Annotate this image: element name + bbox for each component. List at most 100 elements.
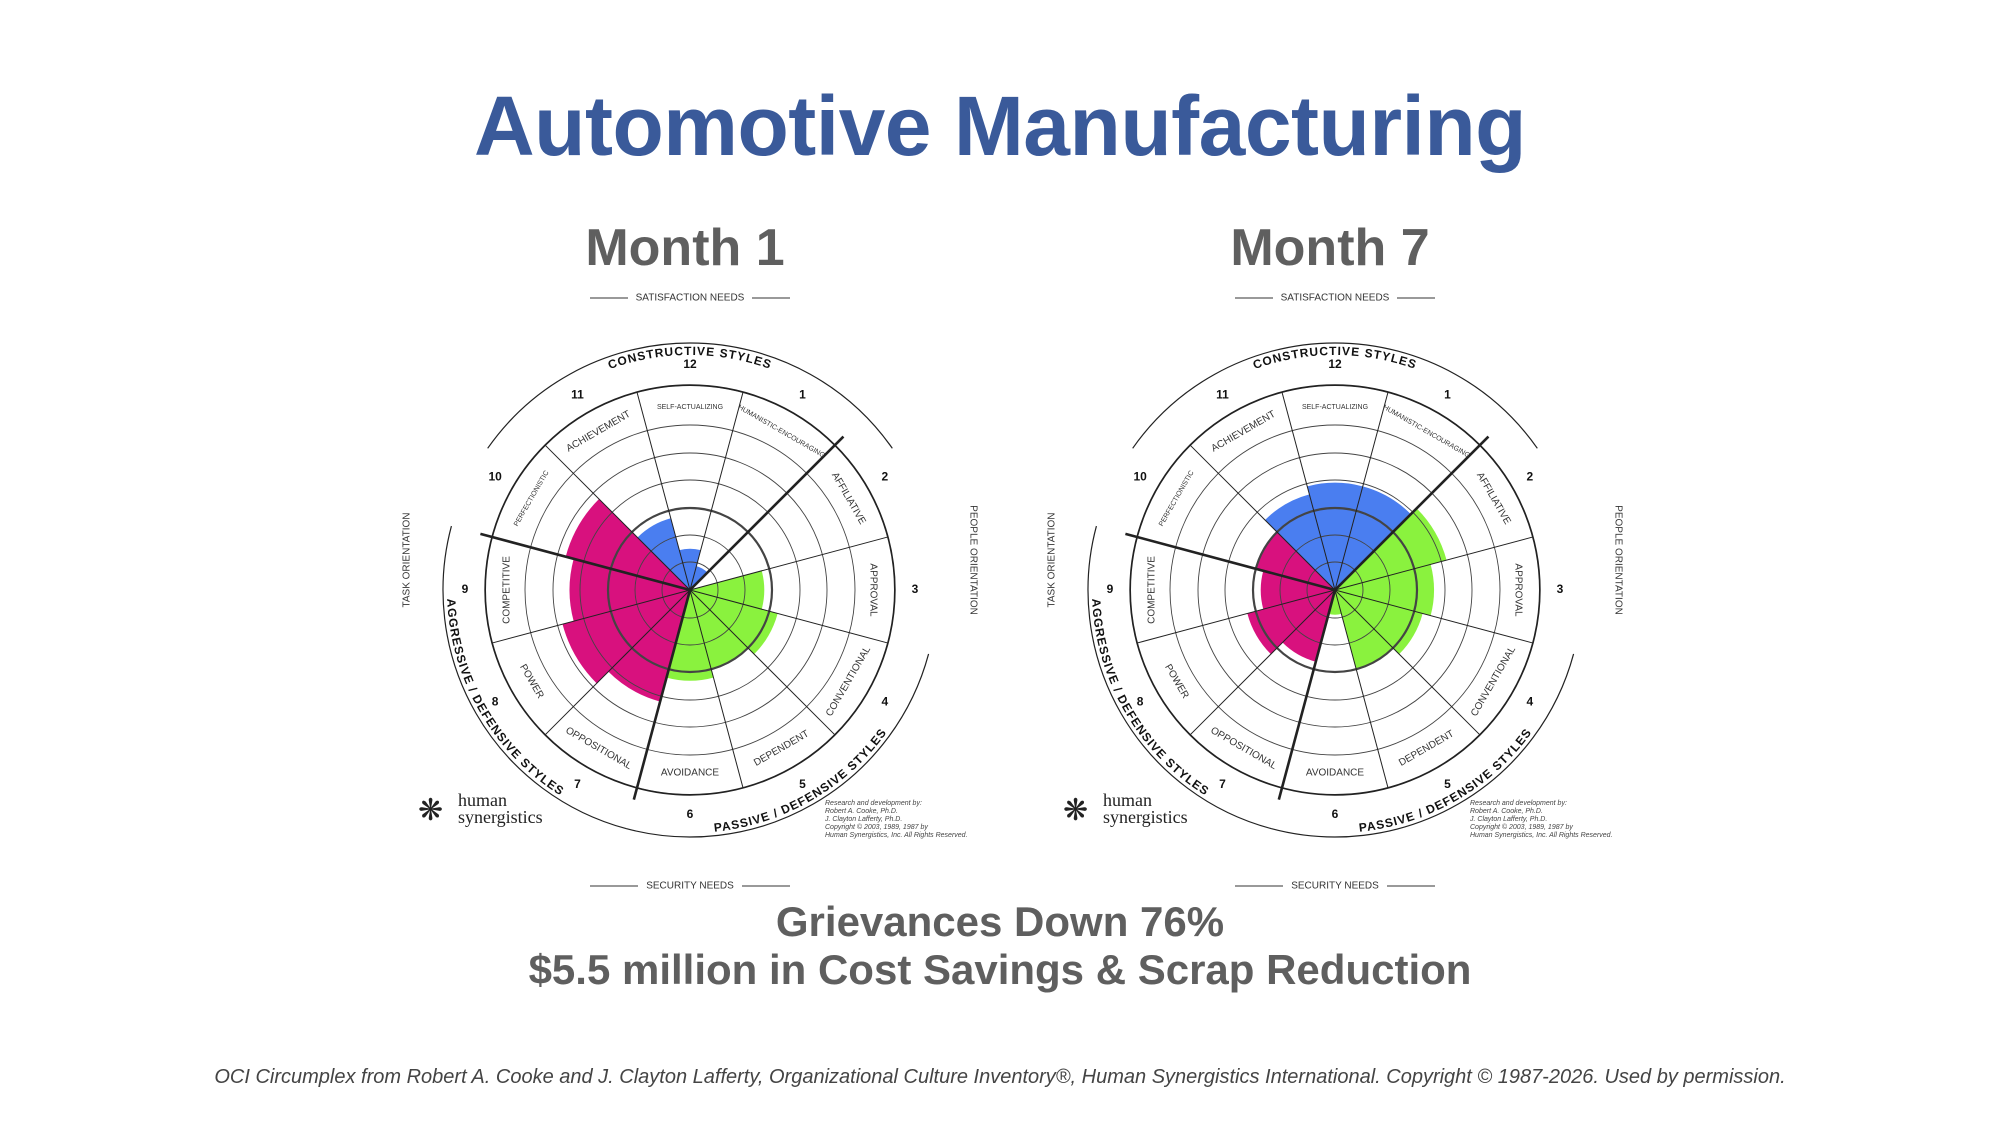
- credit-line: J. Clayton Lafferty, Ph.D.: [1470, 816, 1548, 823]
- sector-divider: [480, 532, 691, 592]
- aggressive-group-arc: [442, 525, 627, 830]
- passive-group-arc: [1270, 653, 1575, 838]
- style-number-6: 6: [1332, 807, 1339, 821]
- style-number-2: 2: [1527, 470, 1534, 484]
- sector-divider: [1334, 536, 1534, 591]
- style-number-12: 12: [683, 357, 697, 371]
- grid-ring: [1169, 424, 1501, 756]
- task-label: TASK ORIENTATION: [1047, 512, 1058, 607]
- style-number-10: 10: [1133, 470, 1147, 484]
- style-bar-11: [1264, 494, 1335, 590]
- style-bar-3: [1335, 564, 1434, 616]
- style-number-6: 6: [687, 807, 694, 821]
- credit-line: Robert A. Cooke, Ph.D.: [825, 808, 898, 815]
- page-title: Automotive Manufacturing: [474, 79, 1527, 173]
- people-label: PEOPLE ORIENTATION: [1612, 505, 1623, 615]
- sector-divider: [689, 435, 845, 591]
- style-bar-6: [666, 590, 714, 681]
- style-label-9: COMPETITIVE: [502, 556, 513, 624]
- sector-divider: [1136, 589, 1336, 644]
- style-bar-12: [679, 548, 701, 590]
- style-label-5: DEPENDENT: [752, 728, 811, 768]
- style-bar-5: [690, 590, 749, 670]
- result-grievances: Grievances Down 76%: [775, 898, 1225, 945]
- sector-divider: [689, 589, 889, 644]
- style-bar-11: [637, 518, 690, 590]
- style-label-11: ACHIEVEMENT: [1210, 409, 1278, 455]
- style-number-9: 9: [462, 582, 469, 596]
- credit-line: Human Synergistics, Inc. All Rights Rese…: [825, 832, 968, 839]
- credit-line: Copyright © 2003, 1989, 1987 by: [825, 824, 928, 831]
- style-number-1: 1: [1444, 387, 1451, 401]
- credit-line: Research and development by:: [1470, 800, 1567, 807]
- grid-ring: [1224, 479, 1446, 701]
- logo-text-human: human: [1103, 790, 1152, 810]
- grid-ring: [1306, 561, 1364, 619]
- credit-line: Robert A. Cooke, Ph.D.: [1470, 808, 1543, 815]
- style-bar-2: [1335, 508, 1447, 590]
- human-synergistics-logo: ❋ human synergistics: [1063, 790, 1233, 838]
- security-label: SECURITY NEEDS: [1291, 881, 1379, 890]
- style-label-4: CONVENTIONAL: [824, 644, 873, 718]
- sector-divider: [689, 589, 744, 789]
- style-label-12: SELF-ACTUALIZING: [657, 404, 723, 411]
- sector-divider: [1334, 589, 1481, 736]
- sector-divider: [1125, 532, 1336, 592]
- sector-divider: [491, 589, 691, 644]
- sector-divider: [1277, 589, 1337, 800]
- style-bar-9: [569, 558, 690, 622]
- grid-ring: [661, 561, 719, 619]
- style-bar-10: [565, 498, 690, 590]
- security-label: SECURITY NEEDS: [646, 881, 734, 890]
- grid-ring: [552, 452, 828, 728]
- grid-ring: [1279, 534, 1391, 646]
- style-label-3: APPROVAL: [1512, 563, 1523, 617]
- aggressive-group-arc: [1087, 525, 1272, 830]
- sector-divider: [1334, 435, 1490, 591]
- grid-ring: [606, 506, 774, 674]
- style-label-8: POWER: [517, 662, 545, 700]
- style-number-5: 5: [1444, 777, 1451, 791]
- sector-divider: [1189, 444, 1336, 591]
- style-label-3: APPROVAL: [867, 563, 878, 617]
- human-synergistics-logo: ❋ human synergistics: [418, 790, 588, 838]
- sector-divider: [1189, 589, 1336, 736]
- style-number-12: 12: [1328, 357, 1342, 371]
- style-number-3: 3: [912, 582, 919, 596]
- style-bar-5: [1335, 590, 1394, 670]
- result-cost-savings: $5.5 million in Cost Savings & Scrap Red…: [528, 946, 1472, 993]
- style-label-7: OPPOSITIONAL: [1208, 725, 1278, 772]
- style-label-6: AVOIDANCE: [1306, 768, 1364, 779]
- sector-divider: [1281, 391, 1336, 591]
- style-bar-9: [1260, 570, 1335, 610]
- sector-divider: [636, 391, 691, 591]
- style-bar-7: [1282, 590, 1335, 662]
- grid-ring: [1251, 506, 1419, 674]
- sector-divider: [1334, 391, 1389, 591]
- grid-ring: [524, 424, 856, 756]
- logo-text-human: human: [458, 790, 507, 810]
- sector-divider: [632, 589, 692, 800]
- credit-line: Research and development by:: [825, 800, 922, 807]
- credit-line: Copyright © 2003, 1989, 1987 by: [1470, 824, 1573, 831]
- logo-text-synergistics: synergistics: [458, 807, 543, 827]
- style-number-7: 7: [574, 777, 581, 791]
- style-bar-3: [690, 570, 765, 610]
- label-ring: [1130, 385, 1540, 795]
- style-label-4: CONVENTIONAL: [1469, 644, 1518, 718]
- style-number-4: 4: [1527, 695, 1534, 709]
- logo-text-synergistics: synergistics: [1103, 807, 1188, 827]
- constructive-group-arc: [487, 342, 893, 449]
- snowflake-logo-icon: ❋: [418, 794, 444, 827]
- circumplex-credit: Research and development by: Robert A. C…: [1470, 800, 1620, 840]
- style-number-4: 4: [882, 695, 889, 709]
- style-bar-7: [608, 590, 690, 702]
- sector-divider: [1334, 589, 1534, 644]
- style-number-8: 8: [1137, 695, 1144, 709]
- sector-divider: [689, 536, 889, 591]
- style-label-1: HUMANISTIC-ENCOURAGING: [737, 404, 826, 459]
- style-number-8: 8: [492, 695, 499, 709]
- style-label-1: HUMANISTIC-ENCOURAGING: [1382, 404, 1471, 459]
- label-ring: [485, 385, 895, 795]
